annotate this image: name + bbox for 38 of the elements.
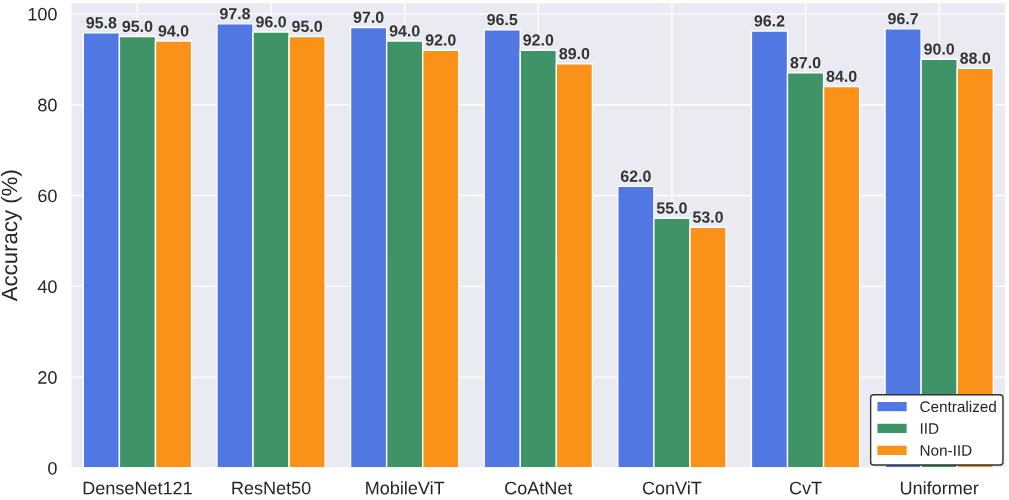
data-label: 89.0 bbox=[559, 47, 590, 60]
legend-label: Centralized bbox=[920, 400, 996, 413]
data-label: 95.8 bbox=[86, 17, 117, 29]
data-label: 96.0 bbox=[256, 16, 286, 28]
x-tick-label: ResNet50 bbox=[232, 481, 311, 495]
data-label: 94.0 bbox=[389, 25, 420, 37]
y-axis-title: Accuracy (%) bbox=[1, 170, 22, 302]
x-tick-label: ConViT bbox=[642, 481, 702, 495]
x-tick-label: CvT bbox=[789, 481, 822, 495]
data-label: 94.0 bbox=[158, 25, 189, 37]
data-label: 92.0 bbox=[425, 34, 456, 46]
data-label: 62.0 bbox=[620, 170, 651, 182]
legend-label: IID bbox=[920, 423, 939, 434]
x-tick-label: MobileViT bbox=[366, 481, 445, 495]
data-label: 90.0 bbox=[924, 43, 955, 55]
y-tick-label: 20 bbox=[38, 371, 57, 384]
data-label: 97.8 bbox=[220, 7, 251, 20]
data-label: 55.0 bbox=[656, 202, 687, 214]
data-label: 87.0 bbox=[790, 57, 821, 69]
data-label: 88.0 bbox=[960, 52, 991, 64]
data-label: 92.0 bbox=[523, 34, 554, 46]
y-tick-label: 60 bbox=[38, 189, 57, 203]
data-label: 95.0 bbox=[122, 20, 153, 33]
y-tick-label: 100 bbox=[28, 7, 57, 21]
y-tick-label: 40 bbox=[37, 280, 57, 294]
x-tick-label: Uniformer bbox=[900, 481, 979, 495]
data-label: 96.7 bbox=[888, 12, 918, 25]
data-label: 53.0 bbox=[692, 211, 723, 223]
x-tick-label: DenseNet121 bbox=[83, 481, 192, 495]
data-label: 97.0 bbox=[353, 11, 384, 23]
x-tick-label: CoAtNet bbox=[505, 481, 573, 495]
data-label: 95.0 bbox=[292, 20, 323, 33]
data-label: 84.0 bbox=[826, 70, 857, 82]
y-tick-label: 0 bbox=[48, 461, 57, 475]
data-label: 96.5 bbox=[487, 13, 518, 26]
legend-label: Non-IID bbox=[920, 445, 972, 456]
y-tick-label: 80 bbox=[38, 98, 57, 112]
data-label: 96.2 bbox=[754, 15, 785, 27]
